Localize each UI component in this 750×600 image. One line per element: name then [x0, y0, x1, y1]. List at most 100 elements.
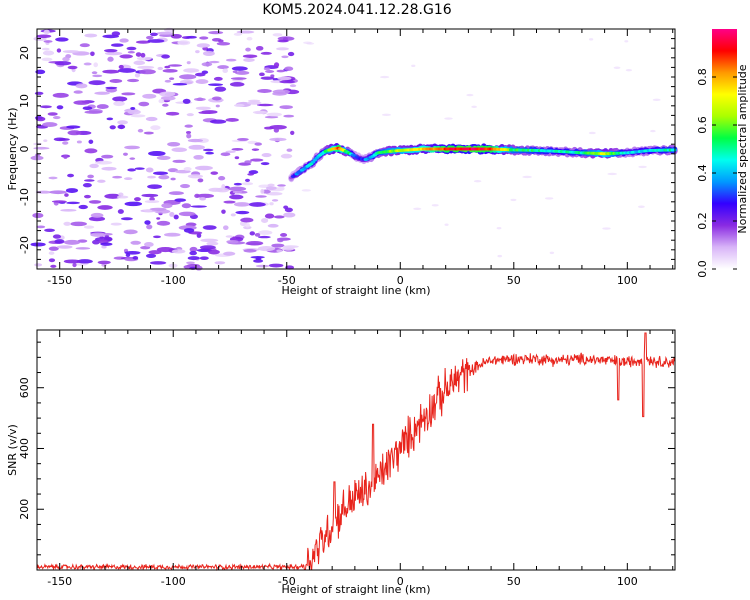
noise-blob: [188, 144, 205, 150]
noise-blob: [140, 52, 146, 58]
colorbar-gradient: [712, 29, 737, 269]
noise-blob: [257, 89, 272, 93]
noise-blob: [67, 173, 75, 178]
noise-blob: [213, 76, 223, 81]
noise-blob: [172, 159, 186, 163]
noise-blob: [244, 178, 250, 182]
noise-blob: [272, 89, 291, 94]
noise-blob: [89, 163, 99, 169]
noise-blob: [102, 69, 120, 74]
noise-blob: [202, 50, 215, 57]
noise-blob: [132, 256, 139, 260]
noise-blob: [110, 222, 122, 226]
figure-title: KOM5.2024.041.12.28.G16: [262, 2, 451, 18]
noise-blob: [208, 249, 220, 255]
noise-blob: [106, 117, 114, 121]
noise-blob: [279, 105, 293, 110]
noise-blob: [97, 205, 113, 210]
noise-blob: [137, 65, 155, 69]
noise-blob: [269, 202, 274, 206]
noise-blob: [276, 69, 286, 73]
noise-blob: [229, 82, 245, 87]
snr-y-tick-label: 400: [18, 438, 31, 459]
noise-blob: [544, 197, 554, 200]
noise-blob: [65, 188, 79, 193]
noise-blob: [88, 200, 102, 204]
noise-blob: [279, 80, 296, 84]
spectrogram-x-tick-label: 50: [507, 274, 521, 287]
noise-blob: [273, 62, 280, 68]
noise-blob: [466, 93, 474, 97]
spectrogram-x-tick-label: -50: [278, 274, 296, 287]
noise-blob: [127, 109, 141, 115]
noise-blob: [170, 33, 182, 39]
snr-x-tick-label: 100: [617, 575, 638, 588]
colorbar-ticks: 0.0 0.2 0.4 0.6 0.8: [696, 68, 737, 278]
noise-blob: [67, 65, 78, 70]
noise-blob: [210, 171, 219, 175]
noise-blob: [280, 233, 288, 237]
noise-blob: [497, 254, 503, 258]
noise-blob: [193, 97, 206, 102]
noise-blob: [90, 212, 104, 218]
noise-blob: [246, 240, 264, 246]
noise-blob: [84, 179, 95, 182]
noise-blob: [147, 175, 157, 179]
snr-x-tick-label: 50: [507, 575, 521, 588]
noise-blob: [135, 40, 151, 44]
noise-blob: [235, 210, 250, 215]
noise-blob: [588, 38, 594, 41]
snr-x-tick-label: -150: [47, 575, 72, 588]
noise-blob: [48, 246, 59, 251]
noise-blob: [221, 184, 226, 190]
noise-blob: [112, 96, 128, 102]
noise-blob: [97, 260, 111, 265]
noise-blob: [43, 40, 53, 43]
noise-blob: [168, 191, 185, 196]
noise-blob: [214, 261, 226, 265]
noise-blob: [143, 209, 153, 213]
noise-blob: [67, 130, 82, 136]
noise-blob: [260, 188, 265, 194]
noise-blob: [588, 131, 596, 135]
noise-blob: [163, 232, 181, 237]
noise-blob: [225, 150, 236, 154]
noise-blob: [195, 106, 211, 110]
noise-blob: [44, 228, 55, 232]
noise-blob: [208, 187, 223, 192]
noise-blob: [180, 184, 191, 189]
noise-blob: [101, 154, 114, 159]
noise-blob: [510, 198, 517, 202]
noise-blob: [127, 168, 136, 172]
noise-blob: [243, 58, 255, 62]
noise-blob: [84, 110, 103, 114]
noise-blob: [255, 45, 264, 51]
noise-blob: [145, 167, 154, 173]
noise-blob: [228, 186, 247, 192]
noise-blob: [156, 155, 171, 160]
noise-blob: [159, 91, 176, 97]
noise-blob: [133, 60, 146, 66]
noise-blob: [205, 151, 215, 155]
snr-x-tick-label: 0: [397, 575, 404, 588]
noise-blob: [42, 50, 55, 56]
noise-blob: [221, 209, 226, 214]
noise-blob: [119, 38, 129, 43]
noise-blob: [168, 64, 182, 67]
noise-blob: [34, 263, 43, 267]
noise-blob: [277, 76, 292, 81]
noise-blob: [66, 125, 81, 129]
noise-blob: [52, 234, 62, 239]
noise-blob: [101, 166, 117, 171]
noise-blob: [225, 58, 237, 62]
noise-blob: [229, 194, 244, 200]
noise-blob: [58, 138, 70, 141]
noise-blob: [179, 74, 197, 80]
noise-blob: [277, 39, 289, 43]
noise-blob: [287, 51, 295, 57]
noise-blob: [183, 68, 200, 73]
noise-blob: [91, 71, 98, 75]
noise-blob: [241, 182, 254, 186]
noise-blob: [234, 70, 250, 75]
